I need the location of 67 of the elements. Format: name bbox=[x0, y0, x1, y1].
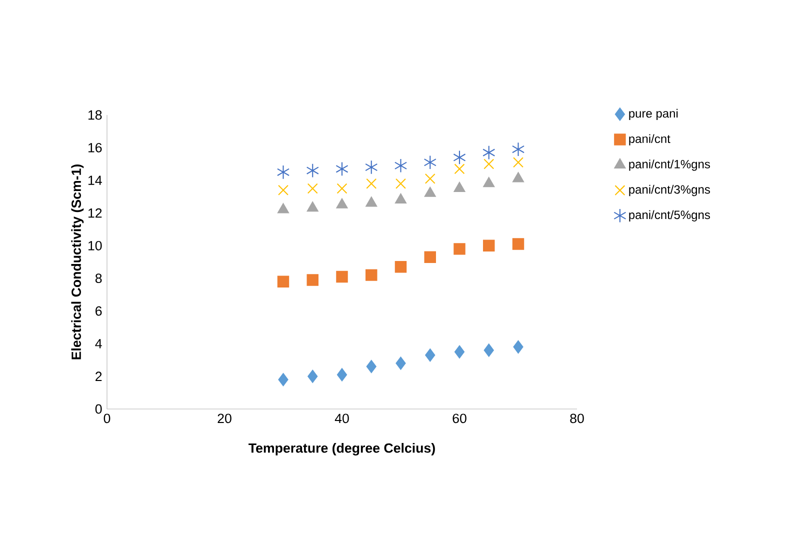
point bbox=[336, 198, 348, 208]
point bbox=[366, 196, 378, 207]
x-axis-title: Temperature (degree Celcius) bbox=[248, 442, 435, 456]
point bbox=[395, 178, 406, 189]
point bbox=[454, 345, 465, 358]
point bbox=[424, 155, 436, 170]
legend-label: pure pani bbox=[629, 108, 678, 120]
point bbox=[424, 186, 436, 197]
y-tick-label: 0 bbox=[95, 404, 102, 414]
x-tick-label: 0 bbox=[104, 414, 110, 424]
point bbox=[306, 202, 318, 212]
point bbox=[276, 164, 290, 180]
y-tick-label: 2 bbox=[96, 372, 102, 381]
y-tick-label: 10 bbox=[88, 240, 102, 250]
point bbox=[277, 276, 290, 288]
point bbox=[278, 373, 288, 386]
point bbox=[306, 163, 319, 178]
legend-label: pani/cnt/5%gns bbox=[629, 210, 710, 222]
point bbox=[512, 157, 524, 168]
point bbox=[424, 173, 436, 184]
point bbox=[483, 240, 495, 252]
point bbox=[484, 158, 494, 170]
x-tick-label: 40 bbox=[334, 414, 349, 424]
point bbox=[336, 162, 348, 176]
x-tick-label: 20 bbox=[218, 414, 232, 424]
point bbox=[513, 340, 524, 354]
point bbox=[336, 183, 348, 194]
legend-label: pani/cnt/1%gns bbox=[629, 160, 710, 171]
point bbox=[512, 172, 524, 182]
point bbox=[307, 183, 318, 194]
y-axis-title: Electrical Conductivity (Scm-1) bbox=[71, 164, 84, 360]
point bbox=[308, 370, 318, 383]
point bbox=[336, 368, 348, 382]
point bbox=[306, 274, 318, 286]
point bbox=[512, 142, 525, 156]
point bbox=[366, 269, 378, 281]
point bbox=[454, 164, 465, 174]
y-tick-label: 4 bbox=[95, 339, 102, 348]
point bbox=[454, 243, 466, 255]
point bbox=[454, 182, 466, 192]
point bbox=[394, 261, 407, 273]
point bbox=[453, 150, 466, 165]
y-tick-label: 16 bbox=[88, 142, 102, 152]
x-tick-label: 60 bbox=[452, 414, 466, 424]
point bbox=[396, 356, 406, 370]
point bbox=[278, 184, 288, 196]
point bbox=[365, 160, 378, 174]
point bbox=[366, 360, 376, 374]
point bbox=[483, 177, 495, 188]
point bbox=[395, 193, 406, 204]
legend-label: pani/cnt bbox=[629, 134, 670, 146]
point bbox=[425, 348, 436, 362]
point bbox=[424, 251, 436, 263]
point bbox=[394, 158, 408, 173]
point bbox=[482, 145, 496, 160]
point bbox=[484, 344, 494, 357]
legend-label: pani/cnt/3%gns bbox=[629, 184, 710, 196]
point bbox=[512, 238, 524, 250]
y-tick-label: 8 bbox=[95, 274, 102, 284]
point bbox=[336, 270, 348, 283]
y-tick-label: 18 bbox=[88, 110, 102, 120]
y-tick-label: 14 bbox=[88, 176, 102, 185]
point bbox=[366, 178, 377, 189]
y-tick-label: 12 bbox=[88, 208, 102, 218]
point bbox=[278, 203, 289, 214]
y-tick-label: 6 bbox=[96, 306, 102, 316]
x-tick-label: 80 bbox=[570, 414, 584, 424]
